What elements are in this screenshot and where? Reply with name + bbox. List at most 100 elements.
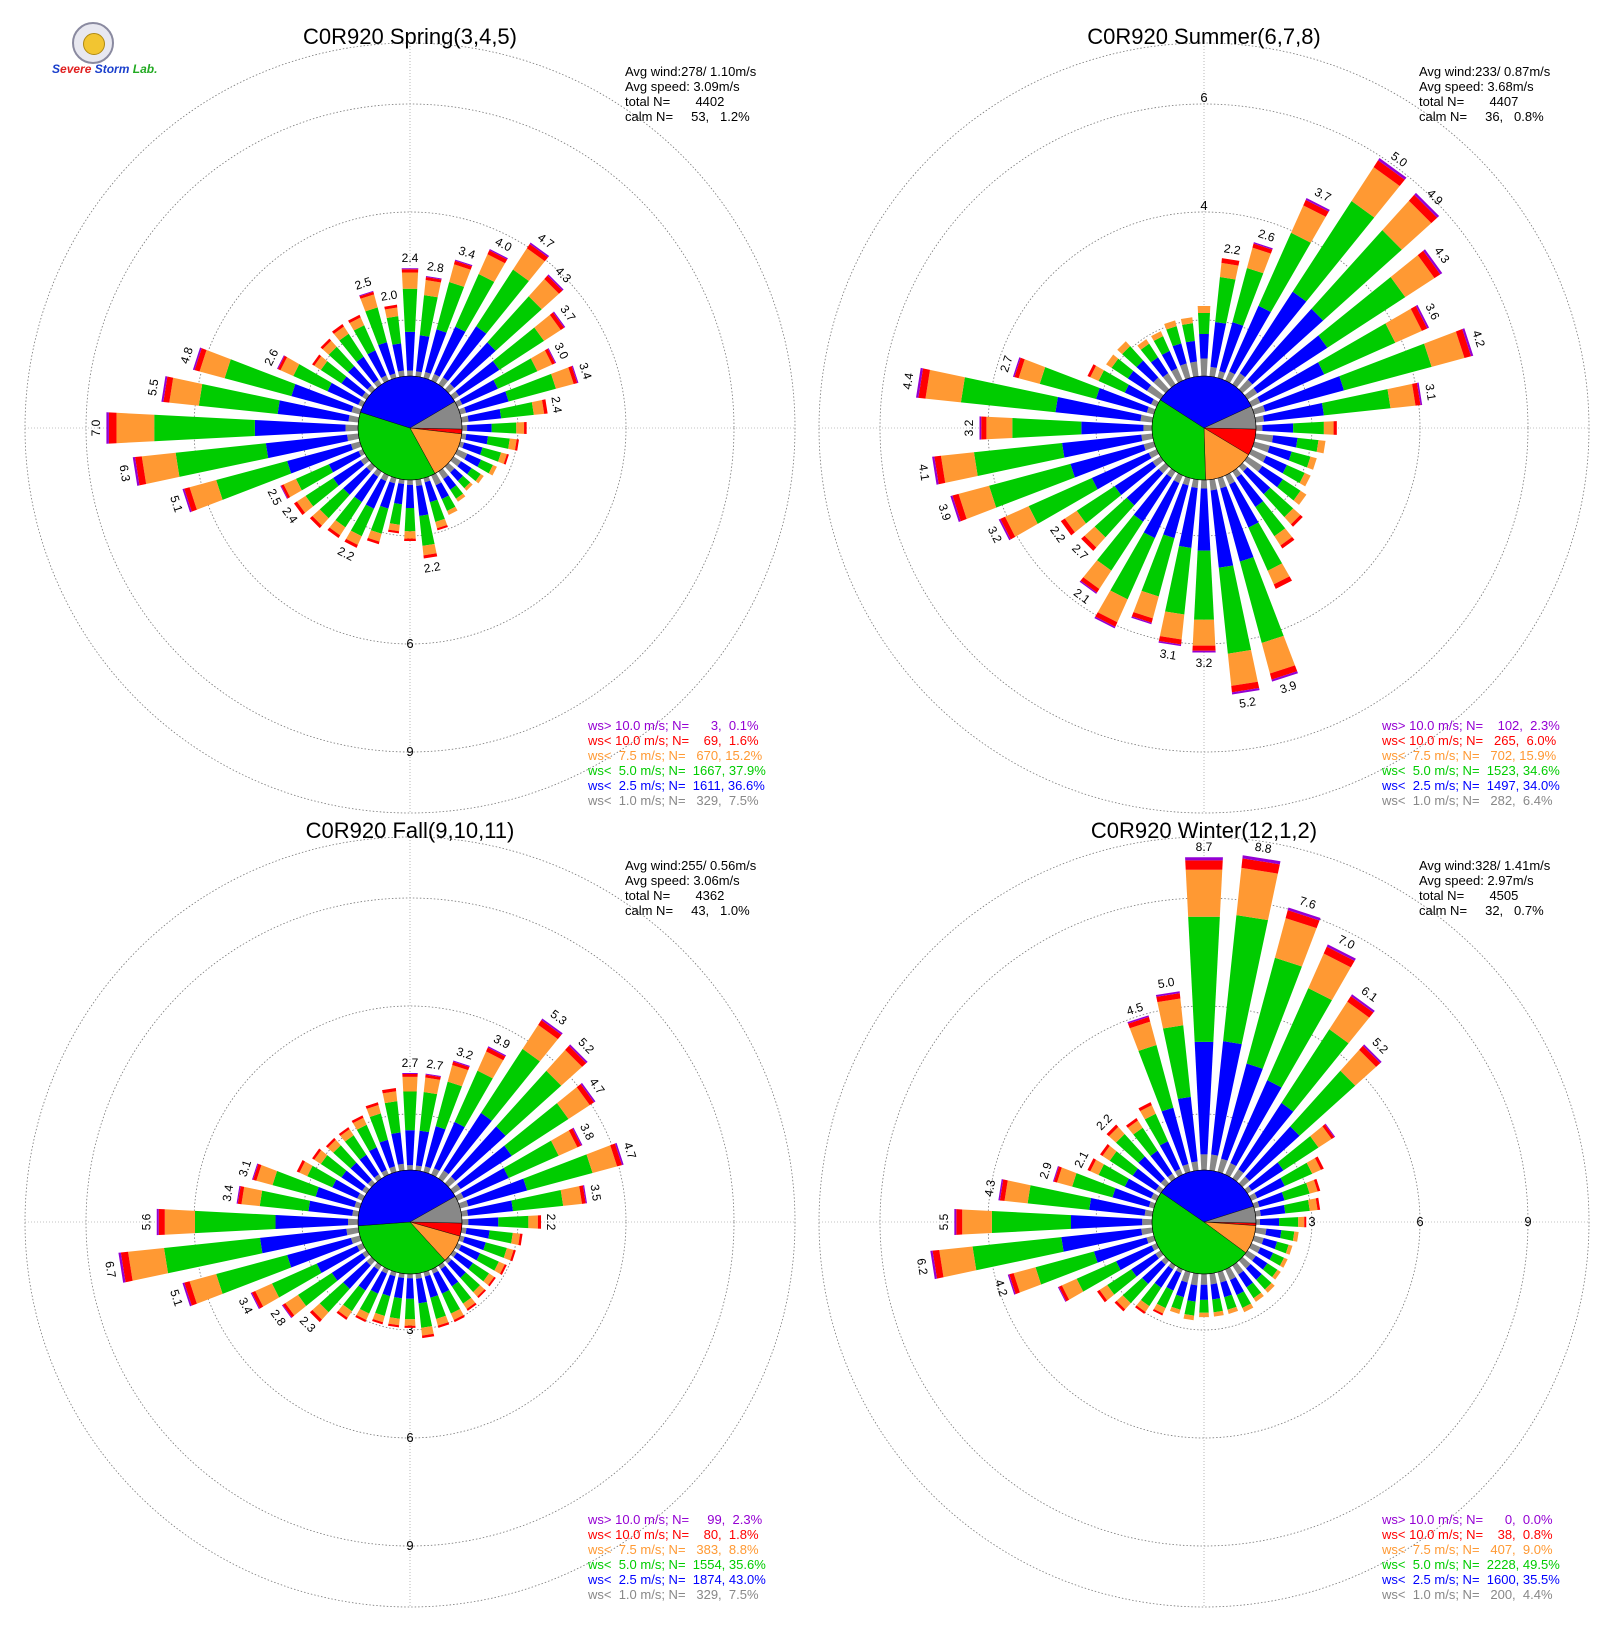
rose-bar-segment — [478, 254, 506, 282]
rose-bar-segment — [950, 495, 961, 522]
rose-bar-segment — [421, 1326, 434, 1336]
rose-ring-label: 9 — [406, 1538, 413, 1553]
rose-bar-segment — [305, 478, 339, 507]
rose-bar-segment — [346, 530, 362, 545]
rose-bar-segment — [1230, 1080, 1282, 1167]
rose-bar-segment — [932, 1249, 944, 1279]
rose-bar-segment — [355, 1314, 367, 1323]
rose-bar-segment — [1246, 247, 1271, 274]
rose-bar-segment — [425, 329, 447, 374]
rose-bar-segment — [320, 361, 347, 384]
rose-bar-segment — [424, 1126, 446, 1169]
rose-bar-segment — [1272, 1269, 1281, 1280]
rose-bar-segment — [382, 1274, 396, 1297]
rose-bar-segment — [388, 1323, 400, 1328]
rose-stat-line: Avg wind:233/ 0.87m/s — [1419, 64, 1551, 79]
rose-bar-segment — [565, 1045, 587, 1067]
rose-bar-segment — [254, 419, 346, 437]
rose-bar-segment — [389, 503, 402, 525]
rose-bar-segment — [1159, 1141, 1181, 1172]
rose-bar-segment — [1150, 399, 1159, 407]
rose-bar-segment — [1229, 305, 1271, 375]
rose-bar-segment — [1252, 1255, 1268, 1270]
rose-bar-segment — [1176, 1267, 1183, 1274]
rose-bar-segment — [1185, 860, 1223, 870]
rose-bar-label: 2.5 — [265, 486, 285, 508]
rose-bar-segment — [503, 1248, 514, 1261]
rose-bar-segment — [462, 442, 483, 455]
rose-bar-segment — [405, 331, 415, 371]
rose-bar-segment — [1153, 1303, 1166, 1314]
rose-bar-segment — [343, 1261, 371, 1289]
rose-bar-segment — [499, 402, 534, 419]
rose-bar-segment — [369, 1147, 387, 1173]
rose-bar-segment — [367, 530, 382, 542]
rose-bar-segment — [1009, 1273, 1020, 1295]
rose-bar-segment — [1148, 1201, 1156, 1209]
rose-bar-segment — [1158, 640, 1182, 647]
rose-bar-segment — [1097, 1289, 1108, 1303]
rose-bar-segment — [308, 1200, 354, 1216]
rose-bar-segment — [354, 473, 379, 503]
rose-bar-segment — [255, 1283, 280, 1307]
rose-bar-segment — [434, 326, 466, 377]
rose-bar-segment — [580, 1082, 596, 1103]
rose-bar-segment — [1183, 1314, 1195, 1321]
rose-bar-segment — [1217, 370, 1226, 380]
rose-bar-segment — [407, 370, 413, 377]
rose-bar-segment — [1323, 946, 1355, 968]
rose-ring-label: 9 — [1524, 1214, 1531, 1229]
rose-bar-segment — [1238, 379, 1253, 394]
rose-bar-segment — [523, 1154, 593, 1191]
rose-bar-segment — [1136, 1300, 1150, 1312]
rose-bar-segment — [1055, 397, 1142, 422]
rose-stat-line: Avg wind:278/ 1.10m/s — [625, 64, 757, 79]
rose-bar-segment — [1169, 1306, 1181, 1314]
rose-bar-segment — [1254, 433, 1274, 443]
rose-bar-segment — [1262, 423, 1294, 433]
rose-bar-segment — [1087, 364, 1097, 378]
rose-bar-segment — [1272, 435, 1298, 448]
rose-bar-segment — [315, 1187, 357, 1208]
rose-bar-segment — [454, 1070, 493, 1128]
rose-bar-label: 4.7 — [621, 1140, 640, 1161]
rose-bar-segment — [460, 415, 469, 423]
wind-rose-1: 3692.42.83.44.04.74.33.73.03.42.42.22.22… — [24, 24, 796, 814]
rose-bar-segment — [356, 1243, 365, 1252]
rose-bar-segment — [1070, 1215, 1143, 1229]
rose-bar-segment — [1097, 514, 1144, 571]
rose-bar-segment — [538, 1020, 562, 1040]
rose-bar-segment — [344, 1135, 367, 1160]
rose-bar-segment — [455, 360, 500, 397]
rose-bar-segment — [406, 1278, 414, 1299]
rose-bar-segment — [954, 1209, 957, 1235]
rose-bar-label: 4.0 — [493, 234, 515, 254]
rose-bar-segment — [1177, 1096, 1198, 1163]
rose-bar-segment — [450, 391, 460, 400]
rose-legend-entry: ws< 7.5 m/s; N= 702, 15.9% — [1381, 748, 1557, 763]
rose-bar-segment — [1322, 1124, 1335, 1140]
rose-bar-segment — [287, 1237, 353, 1268]
rose-bar-segment — [1224, 1294, 1237, 1310]
rose-bar-segment — [493, 358, 538, 389]
rose-bar-segment — [462, 1236, 486, 1251]
rose-bar-segment — [1269, 665, 1298, 680]
rose-stat-line: calm N= 43, 1.0% — [625, 903, 750, 918]
rose-bar-segment — [1200, 1154, 1208, 1171]
rose-bar-label: 2.2 — [423, 559, 442, 575]
rose-bar-segment — [1000, 516, 1016, 540]
rose-bar-segment — [285, 1294, 307, 1316]
rose-bar-segment — [370, 505, 389, 534]
rose-bar-segment — [329, 520, 346, 536]
rose-bar-segment — [1102, 1145, 1117, 1161]
rose-bar-segment — [346, 1227, 360, 1236]
rose-bar-segment — [277, 355, 288, 371]
rose-bar-segment — [436, 1315, 449, 1326]
rose-bar-segment — [1351, 167, 1400, 218]
rose-bar-segment — [1109, 1151, 1138, 1176]
rose-bar-segment — [1258, 232, 1311, 312]
rose-bar-segment — [1148, 449, 1159, 459]
rose-bar-segment — [464, 482, 473, 491]
rose-bar-segment — [199, 350, 231, 379]
rose-bar-segment — [120, 1251, 133, 1283]
